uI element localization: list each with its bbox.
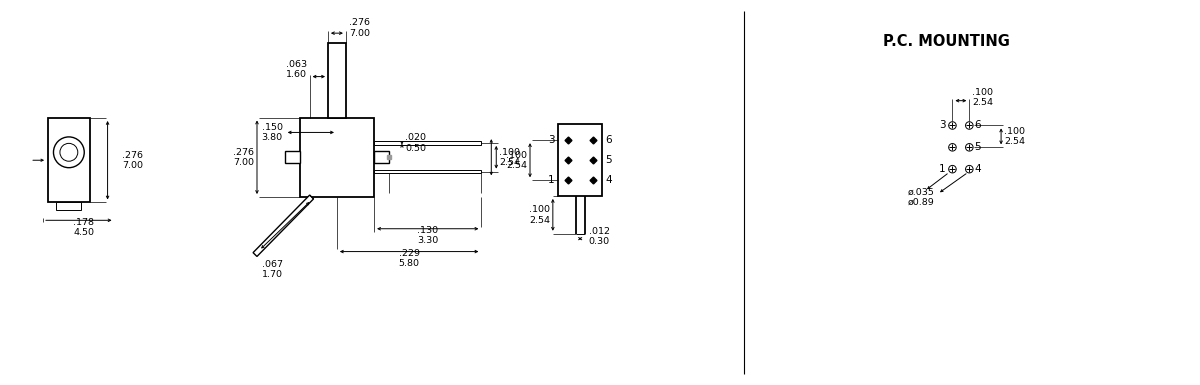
- Circle shape: [966, 122, 973, 129]
- Circle shape: [949, 166, 956, 173]
- Text: 6: 6: [605, 135, 612, 145]
- Bar: [374, 151, 389, 163]
- Bar: [374, 170, 481, 173]
- Bar: [328, 43, 346, 117]
- Text: 3: 3: [938, 121, 946, 131]
- Text: 5: 5: [605, 155, 612, 165]
- Bar: [300, 117, 374, 197]
- Text: .229
5.80: .229 5.80: [398, 249, 420, 268]
- Text: .150
3.80: .150 3.80: [262, 123, 283, 142]
- Text: .012
0.30: .012 0.30: [588, 227, 610, 246]
- Text: 3: 3: [547, 135, 554, 145]
- Text: 6: 6: [974, 121, 980, 131]
- Text: .067
1.70: .067 1.70: [263, 260, 283, 279]
- Text: .100
2.54: .100 2.54: [972, 88, 994, 107]
- Bar: [558, 124, 602, 196]
- Polygon shape: [253, 195, 313, 256]
- Text: .276
7.00: .276 7.00: [233, 147, 254, 167]
- Text: ø.035
ø0.89: ø.035 ø0.89: [907, 187, 935, 207]
- Text: .276
7.00: .276 7.00: [349, 18, 370, 38]
- Text: .100
2.54: .100 2.54: [1004, 127, 1025, 146]
- Text: .063
1.60: .063 1.60: [286, 60, 307, 79]
- Circle shape: [966, 144, 973, 151]
- Circle shape: [54, 137, 84, 168]
- Text: .130
3.30: .130 3.30: [418, 226, 438, 245]
- Circle shape: [949, 122, 956, 129]
- Circle shape: [966, 166, 973, 173]
- Text: .100
2.54: .100 2.54: [506, 151, 527, 170]
- Circle shape: [60, 143, 78, 161]
- Text: .100
2.54: .100 2.54: [529, 205, 550, 224]
- Text: 1: 1: [547, 175, 554, 185]
- Text: .178
4.50: .178 4.50: [73, 218, 95, 237]
- Text: 1: 1: [938, 164, 946, 174]
- Bar: [284, 151, 300, 163]
- Bar: [56, 203, 82, 210]
- Bar: [48, 118, 90, 203]
- Text: 5: 5: [974, 142, 980, 152]
- Circle shape: [949, 144, 956, 151]
- Text: .276
7.00: .276 7.00: [122, 151, 144, 170]
- Text: .020
0.50: .020 0.50: [404, 133, 426, 153]
- Text: .100
2.54: .100 2.54: [499, 147, 521, 167]
- Bar: [374, 141, 481, 145]
- Text: 4: 4: [974, 164, 980, 174]
- Text: 4: 4: [605, 175, 612, 185]
- Text: P.C. MOUNTING: P.C. MOUNTING: [883, 33, 1010, 49]
